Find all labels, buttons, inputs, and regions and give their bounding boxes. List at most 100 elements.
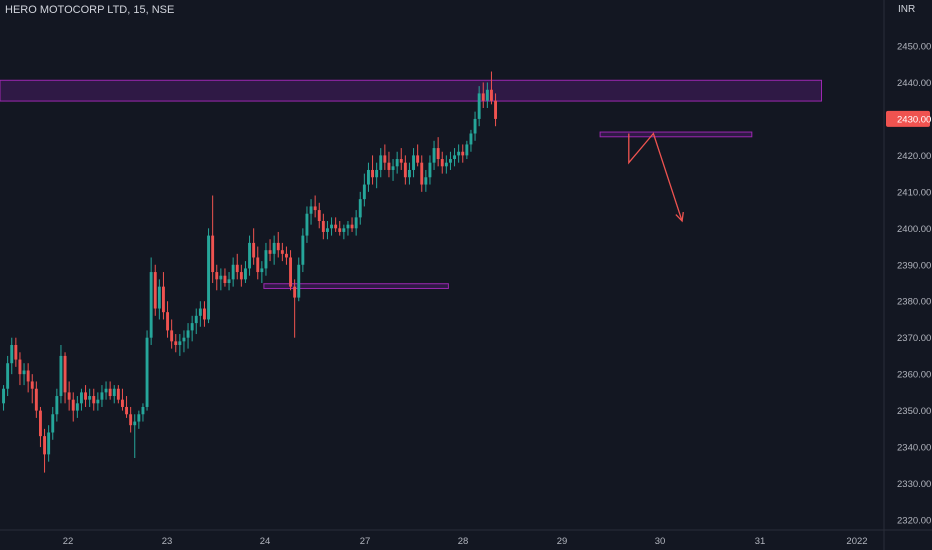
candle [362,173,366,207]
candle [313,195,317,218]
candle [420,155,424,192]
candle [326,221,329,240]
time-axis[interactable]: 22 23 24 27 28 29 30 31 2022 [0,529,932,547]
candle-body [432,148,436,163]
candle-body [80,392,83,404]
candle [235,253,239,280]
candle-body [268,250,272,254]
candle-body [125,406,128,415]
price-axis[interactable]: 2450.00 2440.00 2430.00 2420.00 2410.00 2400.… [883,0,931,550]
candle-body [157,286,161,309]
candle [125,396,128,418]
candle-body [313,206,317,211]
candle [309,199,313,225]
projection-layer [628,132,684,223]
candle-body [408,169,411,178]
candle-body [256,257,260,273]
candle [367,162,370,192]
candle-body [440,159,444,167]
zones-layer [0,79,822,289]
candle-body [71,399,75,411]
candle [112,385,116,404]
candle-body [100,392,104,400]
candle [248,235,251,276]
candle [350,217,354,232]
candle-body [10,344,14,364]
candle-body [92,396,96,404]
candle [34,381,38,418]
price-tick-label: 2390.00 [897,260,931,271]
candle [88,388,92,407]
candle-body [473,118,477,134]
candle-body [22,370,26,375]
candle-body [30,381,34,389]
candle [194,308,198,335]
candle-body [129,414,133,426]
candle [494,93,497,127]
candle-body [26,370,30,382]
candle [358,191,362,225]
support-zone-upper [599,131,753,138]
candle [67,381,71,411]
candle [321,213,325,240]
candle-body [252,242,256,258]
candle [449,151,452,170]
candle [465,140,469,160]
resistance-zone [0,79,822,102]
candle-body [289,257,292,287]
candle [174,334,178,353]
candle-body [436,148,440,160]
candle [116,385,120,404]
candle-body [34,388,38,411]
candle-body [166,312,169,331]
candle-body [133,421,137,426]
candle-body [121,399,124,407]
price-tick-label: 2410.00 [897,187,931,198]
candle-body [305,213,309,236]
candle [371,155,374,185]
candle-body [317,210,321,222]
candle-body [297,264,301,298]
candle-body [465,144,469,156]
currency-button[interactable]: INR [898,4,916,15]
candle-body [55,396,59,415]
candle [178,334,182,356]
candle [264,242,268,276]
candle-body [379,155,383,170]
candle [387,151,391,178]
price-tick-label: 2320.00 [897,516,931,527]
candle-body [194,315,198,324]
candle [121,388,124,411]
chart-title: HERO MOTOCORP LTD, 15, NSE [5,4,175,16]
candle-body [424,177,428,185]
candle-body [174,341,178,345]
candle-body [309,206,313,214]
candle-body [293,286,297,298]
candle-body [358,199,362,218]
time-tick-label: 29 [557,536,568,547]
candle [301,228,305,273]
last-price-tag: 2430.00 [886,110,931,127]
candle [92,388,96,411]
candle-body [51,414,55,433]
candle-body [63,355,67,393]
projection-arrowhead [675,212,684,223]
candle-body [235,264,239,273]
candle-body [334,224,338,229]
candle [55,388,59,422]
candle [346,221,350,236]
candle [141,403,145,422]
candle-body [75,403,79,411]
candle [14,337,18,367]
candle-body [346,224,350,229]
candle [39,406,42,448]
candle [330,217,333,236]
candle [293,279,297,338]
candle [166,301,169,338]
price-tick-label: 2440.00 [897,78,931,89]
candle-body [321,221,325,232]
candle-body [104,388,108,393]
candle-body [457,151,461,156]
time-tick-label: 23 [162,536,173,547]
